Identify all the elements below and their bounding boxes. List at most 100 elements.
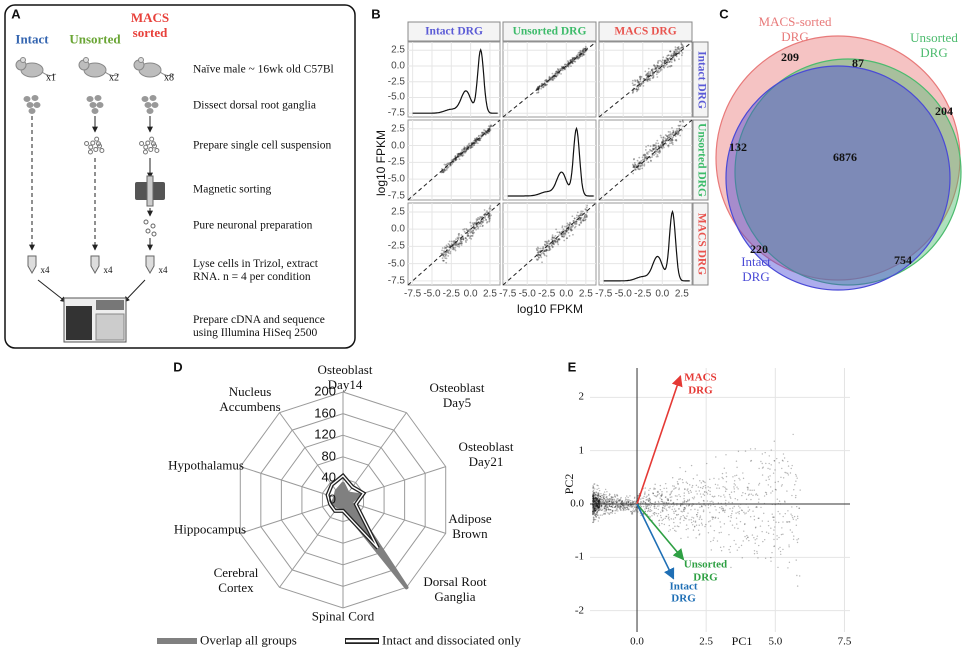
point bbox=[623, 505, 625, 507]
point bbox=[714, 495, 716, 498]
point bbox=[600, 500, 602, 503]
point bbox=[574, 60, 577, 63]
point bbox=[601, 501, 604, 503]
point bbox=[473, 142, 475, 144]
point bbox=[702, 480, 704, 482]
point bbox=[548, 247, 551, 250]
point bbox=[557, 71, 560, 74]
point bbox=[738, 512, 740, 515]
point bbox=[673, 59, 676, 62]
point bbox=[599, 504, 601, 507]
point bbox=[451, 160, 454, 163]
point bbox=[717, 484, 719, 486]
point bbox=[485, 130, 487, 133]
point bbox=[592, 499, 594, 502]
point bbox=[705, 491, 708, 494]
point bbox=[744, 450, 747, 452]
point bbox=[646, 510, 649, 513]
point bbox=[570, 227, 572, 230]
point bbox=[664, 60, 667, 62]
point bbox=[462, 154, 465, 157]
point bbox=[673, 54, 676, 56]
point bbox=[675, 52, 678, 55]
point bbox=[780, 533, 783, 536]
point bbox=[674, 46, 677, 49]
point bbox=[645, 507, 647, 509]
point bbox=[487, 125, 490, 128]
point bbox=[672, 131, 675, 134]
point bbox=[696, 514, 698, 516]
point bbox=[761, 520, 764, 522]
point bbox=[461, 148, 463, 151]
point bbox=[464, 147, 466, 150]
point bbox=[654, 149, 657, 152]
point bbox=[484, 132, 487, 135]
point bbox=[544, 250, 546, 253]
point bbox=[696, 474, 698, 476]
point bbox=[661, 140, 664, 143]
point bbox=[462, 149, 465, 152]
point bbox=[656, 64, 658, 67]
point bbox=[739, 479, 741, 481]
point bbox=[660, 142, 663, 145]
point bbox=[788, 521, 791, 523]
point bbox=[675, 139, 678, 142]
point bbox=[595, 516, 598, 518]
point bbox=[461, 152, 464, 155]
point bbox=[672, 136, 674, 139]
point bbox=[770, 449, 772, 451]
point bbox=[481, 220, 483, 223]
point bbox=[488, 215, 490, 217]
arrow-label: Intact DRG bbox=[669, 580, 698, 605]
point bbox=[474, 222, 477, 225]
point bbox=[628, 504, 630, 506]
ganglion bbox=[26, 102, 34, 108]
point bbox=[638, 161, 641, 164]
point bbox=[627, 501, 629, 503]
point bbox=[644, 153, 647, 156]
point bbox=[567, 228, 569, 230]
point bbox=[595, 505, 597, 508]
point bbox=[445, 163, 448, 166]
point bbox=[702, 493, 704, 495]
point bbox=[562, 66, 565, 68]
point bbox=[663, 61, 666, 64]
point bbox=[630, 511, 632, 513]
point bbox=[454, 156, 457, 159]
point bbox=[670, 142, 673, 144]
y-tick-label: -2 bbox=[574, 604, 584, 617]
point bbox=[667, 530, 670, 532]
point bbox=[595, 516, 597, 518]
point bbox=[592, 497, 595, 500]
point bbox=[465, 150, 468, 152]
point bbox=[564, 233, 567, 236]
point bbox=[571, 223, 574, 226]
point bbox=[661, 141, 664, 144]
point bbox=[653, 151, 656, 153]
point bbox=[464, 150, 467, 153]
point bbox=[693, 498, 695, 500]
point bbox=[648, 500, 650, 502]
point bbox=[642, 81, 645, 84]
point bbox=[627, 508, 629, 511]
point bbox=[649, 156, 652, 159]
point bbox=[459, 153, 462, 155]
point bbox=[678, 127, 681, 130]
point bbox=[639, 80, 642, 83]
point bbox=[594, 512, 596, 515]
point bbox=[663, 59, 666, 62]
point bbox=[575, 56, 577, 59]
point bbox=[662, 502, 664, 504]
point bbox=[795, 524, 798, 527]
point bbox=[722, 477, 724, 480]
point bbox=[793, 535, 795, 537]
point bbox=[662, 139, 665, 142]
point bbox=[566, 60, 569, 62]
point bbox=[600, 505, 603, 507]
point bbox=[603, 502, 605, 504]
point bbox=[652, 144, 655, 146]
point bbox=[618, 506, 620, 508]
point bbox=[767, 532, 770, 535]
point bbox=[674, 139, 677, 142]
point bbox=[458, 245, 461, 248]
